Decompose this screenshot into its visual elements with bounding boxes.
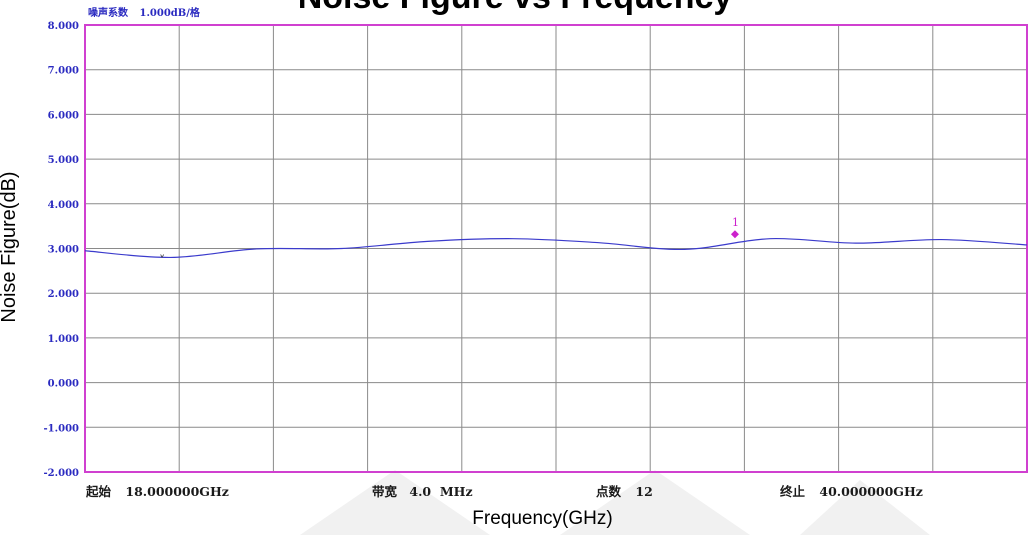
y-tick-label: 5.000 [48,155,79,166]
x-axis-label: Frequency(GHz) [472,508,613,529]
y-tick-label: -1.000 [44,423,80,434]
footer-points-label: 点数 [596,484,622,499]
header-scale: 1.000dB/格 [139,8,200,19]
footer-points: 点数 12 [596,481,653,500]
footer-start: 起始 18.000000GHz [86,481,229,500]
chart-title: Noise Figure vs Frequency [0,0,1030,17]
footer-start-label: 起始 [86,484,112,499]
plot-border [84,24,1028,473]
footer-points-value: 12 [635,484,653,499]
marker-1-label: 1 [732,216,739,229]
marker-1-diamond [730,230,739,239]
y-tick-label: 3.000 [48,245,79,256]
y-tick-label: 1.000 [48,334,79,345]
y-tick-label: 0.000 [48,379,79,390]
footer-stop-label: 终止 [780,484,806,499]
footer-stop-value: 40.000000GHz [819,484,923,499]
noise-figure-series-line [84,237,1028,259]
header-name: 噪声系数 [88,8,128,19]
y-tick-label: 2.000 [48,289,79,300]
y-tick-label: 4.000 [48,200,79,211]
footer-start-value: 18.000000GHz [125,484,229,499]
y-tick-label: -2.000 [44,468,80,479]
y-tick-label: 8.000 [48,21,79,32]
footer-bw-label: 带宽 [372,484,398,499]
y-tick-label: 6.000 [48,110,79,121]
footer-bw-value: 4.0 MHz [409,484,473,499]
footer-stop: 终止 40.000000GHz [780,481,923,500]
min-marker: ˅ [159,253,165,267]
header-readout: 噪声系数 1.000dB/格 [88,4,200,19]
y-tick-label: 7.000 [48,66,79,77]
footer-bandwidth: 带宽 4.0 MHz [372,481,473,500]
